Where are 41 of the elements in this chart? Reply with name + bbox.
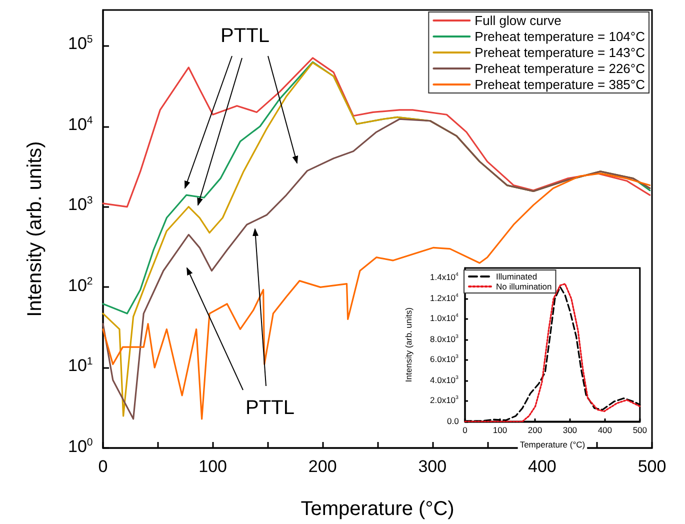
y-tick-label: 10$^{4}$ xyxy=(68,114,93,134)
y-tick-label: 10$^{1}$ xyxy=(68,355,93,376)
legend-label: Preheat temperature = 226°C xyxy=(474,61,645,76)
annotation: PTTL xyxy=(220,25,270,47)
y-tick-label: 10$^{2}$ xyxy=(68,275,93,295)
x-tick-label: 400 xyxy=(528,457,556,476)
x-tick-label: 300 xyxy=(562,425,578,435)
y-tick-label: 10$^{5}$ xyxy=(68,34,93,54)
x-tick-label: 0 xyxy=(98,457,108,476)
annotation: PTTL xyxy=(246,397,294,419)
x-tick-label: 300 xyxy=(418,457,447,476)
x-axis-title: Temperature (°C) xyxy=(520,440,586,450)
x-tick-label: 500 xyxy=(638,457,666,476)
legend-label: Full glow curve xyxy=(474,13,562,28)
x-tick-label: 200 xyxy=(528,425,542,435)
y-tick-label: 10$^{3}$ xyxy=(68,194,93,214)
x-tick-label: 200 xyxy=(308,457,337,476)
y-tick-label: 1.4x10$^{4}$ xyxy=(430,272,458,282)
y-axis-title: Intensity (arb. units) xyxy=(24,141,46,317)
x-tick-label: 100 xyxy=(492,425,508,435)
line-series xyxy=(102,172,651,420)
y-tick-label: 1.2x10$^{4}$ xyxy=(430,292,458,303)
y-tick-label: 10$^{0}$ xyxy=(68,436,93,456)
legend-label: Preheat temperature = 143°C xyxy=(474,45,645,60)
legend-label: Preheat temperature = 385°C xyxy=(474,77,645,92)
legend-label: Preheat temperature = 104°C xyxy=(474,29,645,44)
y-tick-label: 6.0x10$^{3}$ xyxy=(430,354,458,364)
y-tick-label: 2.0x10$^{3}$ xyxy=(430,395,458,406)
x-tick-label: 400 xyxy=(598,425,612,435)
line-series xyxy=(102,118,651,420)
x-tick-label: 100 xyxy=(198,457,227,476)
y-tick-label: 1.0x10$^{4}$ xyxy=(430,313,458,324)
x-tick-label: 500 xyxy=(632,425,648,435)
y-tick-label: 8.0x10$^{3}$ xyxy=(430,334,458,344)
y-tick-label: 0.0 xyxy=(447,416,459,426)
legend-label: No illumination xyxy=(496,282,552,292)
x-tick-label: 0 xyxy=(462,425,468,435)
x-axis-title: Temperature (°C) xyxy=(300,498,454,520)
legend-label: Illuminated xyxy=(496,272,538,282)
y-axis-title: Intensity (arb. units) xyxy=(404,307,414,382)
y-tick-label: 4.0x10$^{3}$ xyxy=(430,374,458,385)
